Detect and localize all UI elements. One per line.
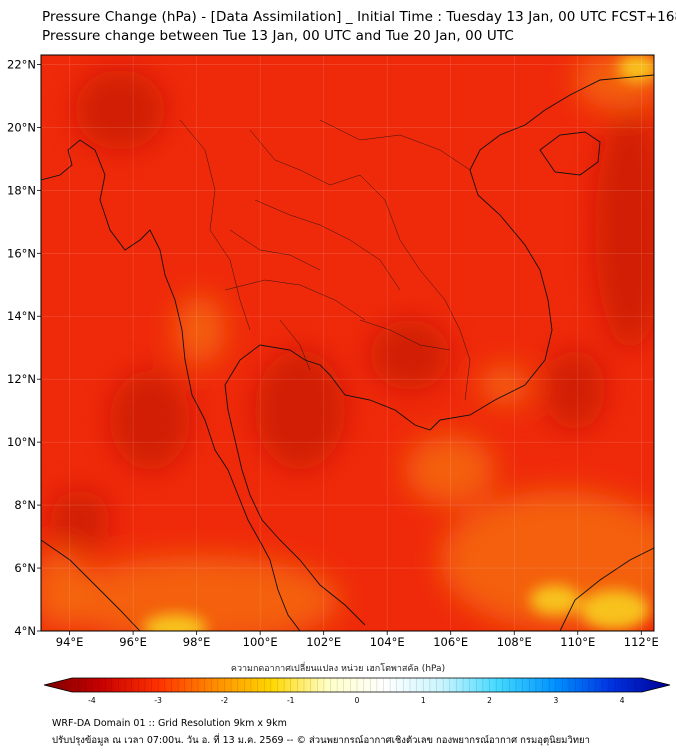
colorbar-tick-label: -3 — [154, 696, 162, 705]
colorbar-tick-label: -2 — [221, 696, 229, 705]
colorbar-tick-label: 0 — [355, 696, 360, 705]
chart-subtitle: Pressure change between Tue 13 Jan, 00 U… — [42, 28, 514, 44]
coastline-sumatra — [41, 539, 141, 631]
field-dark-patch — [370, 320, 450, 390]
longitude-label: 112°E — [624, 635, 659, 649]
colorbar-tick-label: 1 — [421, 696, 426, 705]
coastline-gulf — [224, 344, 441, 431]
longitude-label: 94°E — [56, 635, 84, 649]
field-shading — [41, 55, 654, 631]
longitude-label: 106°E — [433, 635, 468, 649]
field-yellow-patch — [618, 55, 654, 82]
border-line — [319, 119, 471, 171]
coastline-vietnam — [439, 74, 654, 421]
field-dark-patch — [75, 70, 165, 150]
border-line — [179, 119, 251, 331]
longitude-labels: 94°E 96°E 98°E 100°E 102°E 104°E 106°E 108°E 110… — [56, 631, 659, 649]
colorbar-tick-label: -4 — [88, 696, 96, 705]
chart-title: Pressure Change (hPa) - [Data Assimilati… — [42, 9, 676, 25]
field-orange-patch — [41, 550, 90, 630]
field-yellow-patch — [580, 590, 650, 630]
field-dark-patch — [110, 370, 190, 470]
admin-borders — [179, 119, 471, 401]
map-frame — [40, 54, 655, 632]
pressure-change-map: 22°N 20°N 18°N 16°N 14°N 12°N 10°N 8°N 6°N 4°N 94… — [7, 54, 659, 649]
latitude-label: 4°N — [14, 624, 36, 638]
colorbar: -4 -3 -2 -1 0 1 2 3 4 — [43, 677, 671, 705]
latitude-label: 18°N — [7, 183, 36, 197]
longitude-label: 96°E — [119, 635, 147, 649]
field-dark-patch — [545, 350, 605, 430]
latitude-label: 22°N — [7, 57, 36, 71]
colorbar-ticks: -4 -3 -2 -1 0 1 2 3 4 — [78, 678, 636, 705]
field-highlights — [143, 55, 654, 631]
latitude-label: 16°N — [7, 246, 36, 260]
field-yellow-patch — [143, 614, 207, 631]
field-yellow-patch — [530, 585, 580, 615]
footer-model-info: WRF-DA Domain 01 :: Grid Resolution 9km … — [52, 718, 287, 729]
border-line — [359, 319, 451, 351]
latitude-label: 20°N — [7, 120, 36, 134]
field-dark-patch — [50, 490, 110, 550]
colorbar-tick-label: -1 — [287, 696, 295, 705]
border-line — [279, 319, 311, 371]
footer-update-info: ปรับปรุงข้อมูล ณ เวลา 07:00น. วัน อ. ที่… — [52, 735, 590, 746]
latitude-label: 12°N — [7, 372, 36, 386]
colorbar-strip — [43, 677, 671, 693]
border-line — [224, 279, 366, 321]
hainan-island — [539, 131, 601, 176]
field-orange-patch — [405, 435, 495, 505]
field-orange-patch — [175, 295, 225, 365]
field-dark-patch — [595, 110, 654, 350]
latitude-label: 10°N — [7, 435, 36, 449]
colorbar-tick-label: 4 — [620, 696, 625, 705]
border-line — [249, 129, 471, 401]
coastline-malay — [224, 384, 366, 626]
coastlines — [41, 74, 654, 631]
longitude-label: 108°E — [497, 635, 532, 649]
latitude-label: 6°N — [14, 561, 36, 575]
longitude-label: 110°E — [560, 635, 595, 649]
border-line — [254, 199, 401, 291]
longitude-label: 104°E — [370, 635, 405, 649]
colorbar-tick-label: 3 — [553, 696, 558, 705]
field-orange-patch — [480, 365, 530, 405]
latitude-label: 8°N — [14, 498, 36, 512]
coastline-borneo — [559, 547, 654, 631]
gridlines — [41, 55, 654, 631]
latitude-label: 14°N — [7, 309, 36, 323]
latitude-labels: 22°N 20°N 18°N 16°N 14°N 12°N 10°N 8°N 6°N 4°N — [7, 57, 41, 638]
colorbar-tick-label: 2 — [487, 696, 492, 705]
longitude-label: 98°E — [183, 635, 211, 649]
longitude-label: 100°E — [243, 635, 278, 649]
border-line — [229, 229, 321, 271]
map-field — [41, 55, 654, 631]
colorbar-label: ความกดอากาศเปลี่ยนแปลง หน่วย เฮกโตพาสคัล… — [230, 664, 446, 674]
field-orange-patch — [60, 555, 340, 631]
field-dark-patch — [255, 350, 345, 470]
coastline-west — [41, 139, 301, 631]
longitude-label: 102°E — [306, 635, 341, 649]
